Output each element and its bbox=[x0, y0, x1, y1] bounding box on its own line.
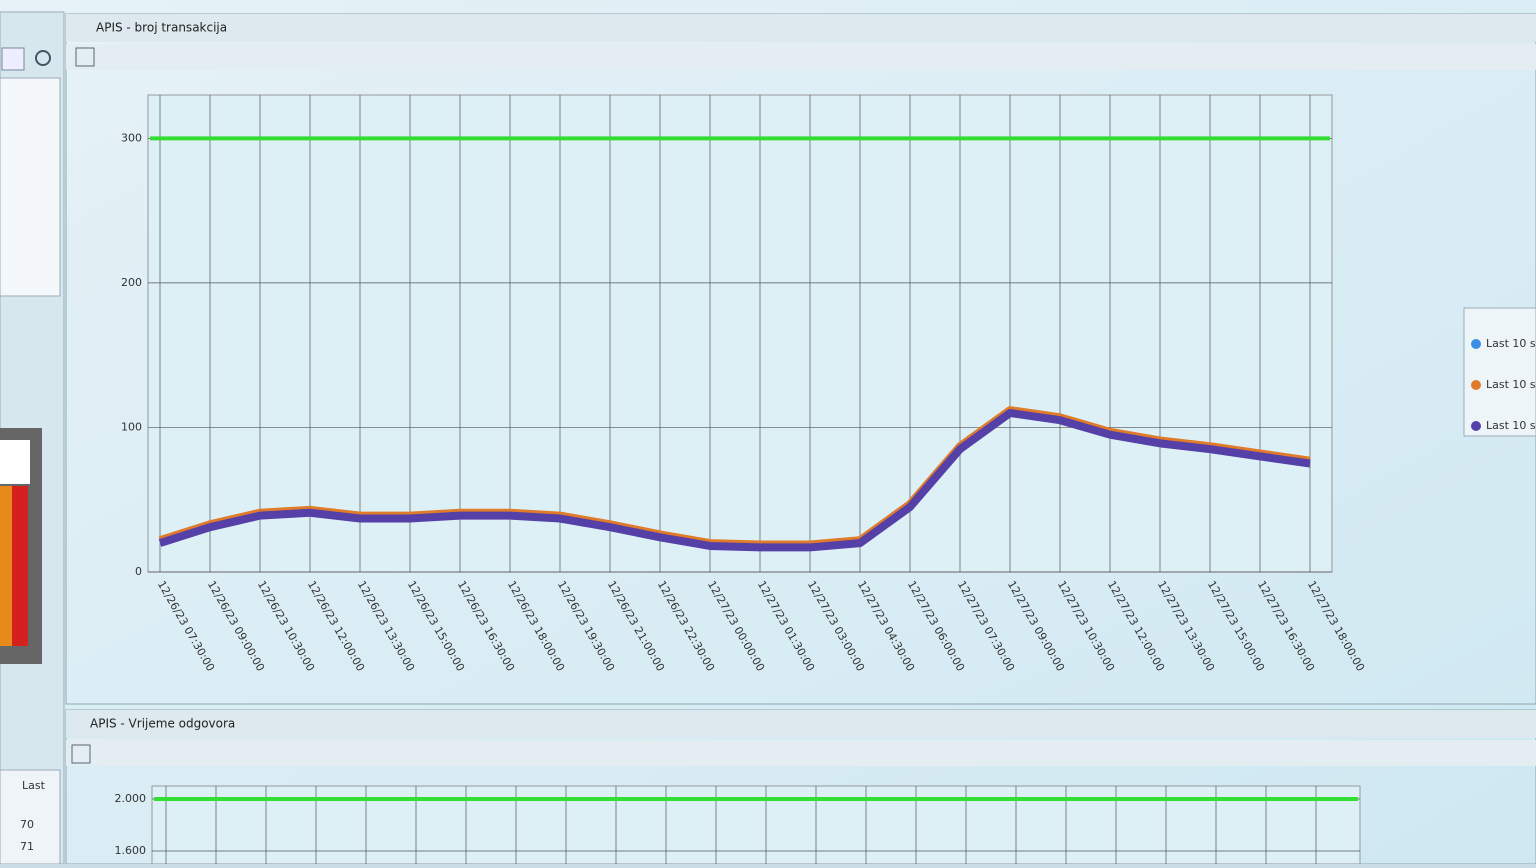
series-line bbox=[158, 409, 1311, 552]
toolbar-button[interactable] bbox=[75, 47, 95, 67]
toolbar bbox=[66, 740, 1536, 766]
legend bbox=[1463, 307, 1536, 437]
table-header: Last bbox=[22, 779, 46, 792]
legend-swatch bbox=[1471, 339, 1481, 349]
legend-label: Last 10 s bbox=[1486, 419, 1536, 432]
window-title: APIS - Vrijeme odgovora bbox=[90, 717, 235, 731]
title-bar bbox=[66, 710, 1536, 738]
y-tick-label: 2.000 bbox=[115, 792, 147, 805]
table-cell: 71 bbox=[20, 840, 34, 853]
y-tick-label: 300 bbox=[121, 131, 142, 144]
table-cell: 70 bbox=[20, 818, 34, 831]
search-icon[interactable] bbox=[35, 50, 51, 66]
legend-label: Last 10 s bbox=[1486, 378, 1536, 391]
left-list bbox=[0, 77, 61, 297]
toolbar-button[interactable] bbox=[71, 744, 91, 764]
y-tick-label: 0 bbox=[135, 565, 142, 578]
y-tick-label: 1.600 bbox=[115, 844, 147, 857]
toolbar bbox=[66, 44, 1536, 70]
y-tick-label: 100 bbox=[121, 420, 142, 433]
legend-swatch bbox=[1471, 380, 1481, 390]
window-title: APIS - broj transakcija bbox=[96, 21, 227, 35]
mini-chart-bg bbox=[0, 440, 30, 484]
title-bar bbox=[66, 14, 1536, 42]
legend-label: Last 10 s bbox=[1486, 337, 1536, 350]
dropdown[interactable] bbox=[1, 47, 25, 71]
plot-area bbox=[147, 94, 1333, 573]
mini-bar bbox=[12, 486, 28, 646]
legend-swatch bbox=[1471, 421, 1481, 431]
y-tick-label: 200 bbox=[121, 276, 142, 289]
left-table bbox=[0, 769, 61, 865]
mini-bar bbox=[0, 486, 12, 646]
